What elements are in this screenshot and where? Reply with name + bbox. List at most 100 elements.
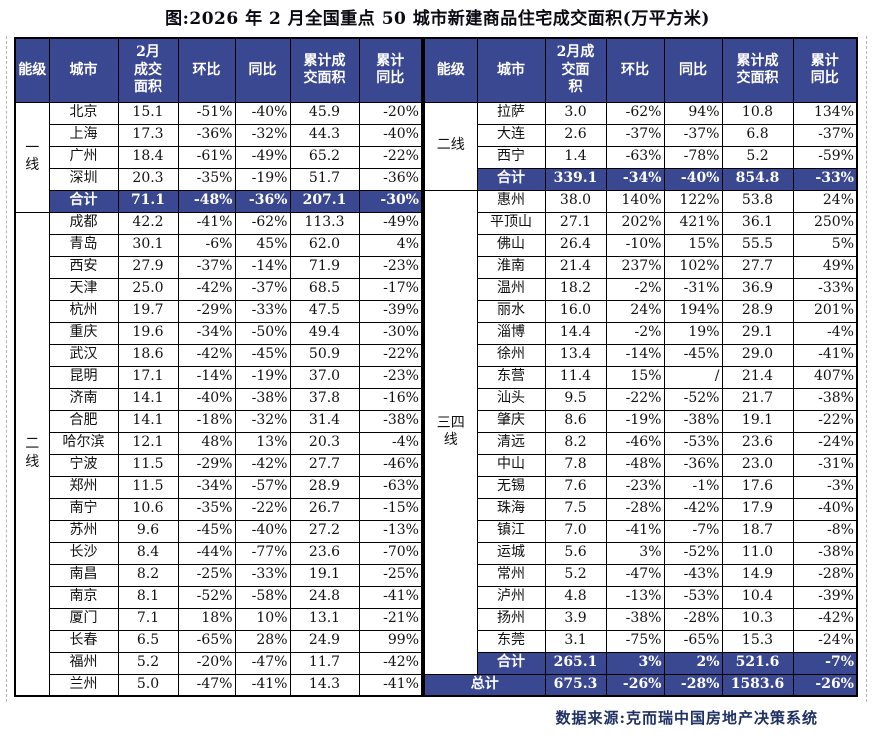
city-cell: 苏州	[48, 519, 119, 543]
cum-yoy-cell: 5%	[792, 233, 858, 257]
yoy-cell: 194%	[663, 299, 723, 323]
page-break-dash-left	[6, 36, 7, 702]
mom-cell: -63%	[605, 145, 665, 169]
city-transactions-table-left: 能级 城市 2月 成交 面积 环比 同比 累计成 交面积 累计 同比 一 线北京 15.1 -5…	[14, 37, 423, 697]
column-header: 同比	[234, 37, 291, 103]
table-row: 昆明 17.1 -14% -19% 37.0 -23%	[15, 365, 423, 389]
feb-area-cell: 675.3	[544, 673, 607, 697]
cum-area-cell: 45.9	[289, 101, 360, 125]
table-row: 南昌 8.2 -25% -33% 19.1 -25%	[15, 563, 423, 587]
page-title: 图:2026 年 2 月全国重点 50 城市新建商品住宅成交面积(万平方米)	[165, 9, 710, 29]
city-cell: 广州	[48, 145, 119, 169]
yoy-cell: -50%	[234, 321, 291, 345]
cum-yoy-cell: -40%	[792, 497, 858, 521]
city-cell: 哈尔滨	[48, 431, 119, 455]
city-cell: 厦门	[48, 607, 119, 631]
mom-cell: -44%	[177, 541, 236, 565]
mom-cell: 237%	[605, 255, 665, 279]
yoy-cell: -7%	[663, 519, 723, 543]
feb-area-cell: 19.6	[117, 321, 179, 345]
cum-yoy-cell: -30%	[358, 321, 423, 345]
mom-cell: -2%	[605, 277, 665, 301]
mom-cell: 18%	[177, 607, 236, 631]
yoy-cell: -1%	[663, 475, 723, 499]
yoy-cell: -36%	[663, 453, 723, 477]
mom-cell: -2%	[605, 321, 665, 345]
city-cell: 合计	[476, 167, 546, 191]
tier-cell: 一 线	[14, 101, 50, 213]
cum-area-cell: 36.9	[721, 277, 794, 301]
yoy-cell: -49%	[234, 145, 291, 169]
mom-cell: -26%	[605, 673, 665, 697]
cum-yoy-cell: 407%	[792, 365, 858, 389]
city-cell: 镇江	[476, 519, 546, 543]
table-row: 丽水 16.0 24% 194% 28.9 201%	[424, 299, 858, 323]
data-source-caption: 数据来源:克而瑞中国房地产决策系统	[555, 709, 818, 727]
yoy-cell: -28%	[663, 607, 723, 631]
table-row: 武汉 18.6 -42% -45% 50.9 -22%	[15, 343, 423, 367]
cum-area-cell: 53.8	[721, 189, 794, 213]
cum-area-cell: 44.3	[289, 123, 360, 147]
table-row: 青岛 30.1 -6% 45% 62.0 4%	[15, 233, 423, 257]
grandtotal-row: 总计 675.3 -26% -28% 1583.6 -26%	[423, 673, 858, 697]
column-header: 同比	[663, 37, 723, 103]
cum-yoy-cell: -63%	[358, 475, 423, 499]
city-cell: 淄博	[476, 321, 546, 345]
mom-cell: -29%	[177, 299, 236, 323]
yoy-cell: -47%	[234, 651, 291, 675]
mom-cell: -14%	[605, 343, 665, 367]
mom-cell: -47%	[605, 563, 665, 587]
cum-yoy-cell: -15%	[358, 497, 423, 521]
city-cell: 无锡	[476, 475, 546, 499]
mom-cell: -35%	[177, 497, 236, 521]
cum-area-cell: 24.9	[289, 629, 360, 653]
table-row: 泸州 4.8 -13% -53% 10.4 -39%	[424, 585, 858, 609]
cum-area-cell: 521.6	[721, 651, 794, 675]
feb-area-cell: 8.1	[117, 585, 179, 609]
city-cell: 成都	[48, 211, 119, 235]
table-row: 淄博 14.4 -2% 19% 29.1 -4%	[424, 321, 858, 345]
feb-area-cell: 4.8	[544, 585, 607, 609]
yoy-cell: -42%	[234, 453, 291, 477]
feb-area-cell: 42.2	[117, 211, 179, 235]
table-row: 福州 5.2 -20% -47% 11.7 -42%	[15, 651, 423, 675]
cum-yoy-cell: -37%	[792, 123, 858, 147]
subtotal-row: 合计 265.1 3% 2% 521.6 -7%	[424, 651, 858, 675]
cum-yoy-cell: -38%	[792, 541, 858, 565]
yoy-cell: -57%	[234, 475, 291, 499]
city-cell: 汕头	[476, 387, 546, 411]
feb-area-cell: 11.5	[117, 453, 179, 477]
table-row: 运城 5.6 3% -52% 11.0 -38%	[424, 541, 858, 565]
table-row: 苏州 9.6 -45% -40% 27.2 -13%	[15, 519, 423, 543]
table-row: 常州 5.2 -47% -43% 14.9 -28%	[424, 563, 858, 587]
yoy-cell: -37%	[234, 277, 291, 301]
cum-yoy-cell: -36%	[358, 167, 423, 191]
feb-area-cell: 12.1	[117, 431, 179, 455]
cum-yoy-cell: -49%	[358, 211, 423, 235]
yoy-cell: -65%	[663, 629, 723, 653]
column-header: 2月成 交面 积	[544, 37, 607, 103]
table-row: 宁波 11.5 -29% -42% 27.7 -46%	[15, 453, 423, 477]
cum-area-cell: 23.6	[721, 431, 794, 455]
subtotal-row: 合计 71.1 -48% -36% 207.1 -30%	[15, 189, 423, 213]
cum-area-cell: 31.4	[289, 409, 360, 433]
cum-area-cell: 37.0	[289, 365, 360, 389]
mom-cell: -52%	[177, 585, 236, 609]
cum-yoy-cell: -21%	[358, 607, 423, 631]
cum-area-cell: 14.9	[721, 563, 794, 587]
cum-yoy-cell: -28%	[792, 563, 858, 587]
cum-area-cell: 24.8	[289, 585, 360, 609]
yoy-cell: -22%	[234, 497, 291, 521]
table-row: 杭州 19.7 -29% -33% 47.5 -39%	[15, 299, 423, 323]
city-cell: 济南	[48, 387, 119, 411]
cum-yoy-cell: -38%	[792, 387, 858, 411]
city-cell: 长沙	[48, 541, 119, 565]
cum-yoy-cell: -40%	[358, 123, 423, 147]
yoy-cell: -40%	[234, 101, 291, 125]
feb-area-cell: 11.5	[117, 475, 179, 499]
cum-area-cell: 28.9	[289, 475, 360, 499]
mom-cell: 15%	[605, 365, 665, 389]
cum-yoy-cell: -33%	[792, 277, 858, 301]
yoy-cell: -62%	[234, 211, 291, 235]
cum-yoy-cell: -4%	[358, 431, 423, 455]
